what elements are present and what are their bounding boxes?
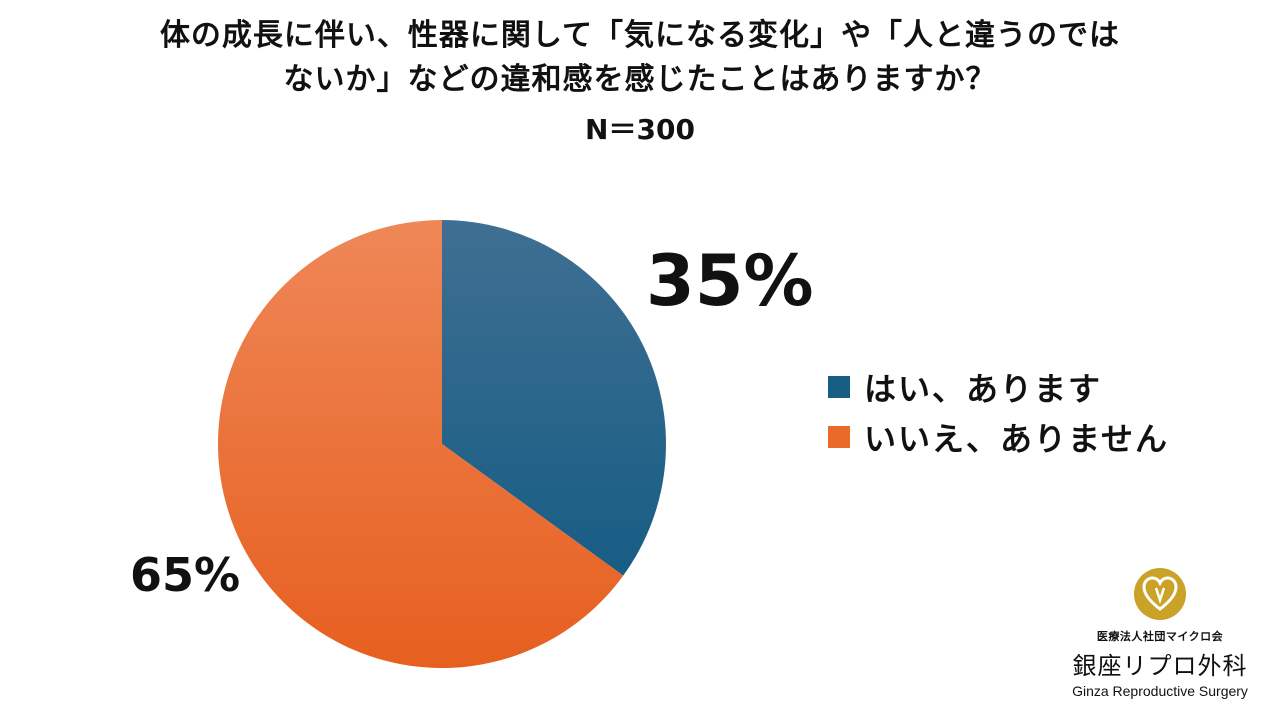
legend-swatch-no — [828, 426, 850, 448]
legend-swatch-yes — [828, 376, 850, 398]
legend-label-yes: はい、あります — [864, 370, 1103, 408]
data-label-yes: 35% — [646, 240, 814, 322]
legend: はい、あります いいえ、ありません — [828, 362, 1169, 462]
data-label-no: 65% — [130, 548, 241, 602]
heart-logo-icon — [1134, 568, 1186, 620]
pie-slice-no — [217, 220, 624, 669]
clinic-logo: 医療法人社団マイクロ会 銀座リプロ外科 Ginza Reproductive S… — [1060, 566, 1260, 699]
logo-org-name: 医療法人社団マイクロ会 — [1096, 630, 1224, 643]
logo-clinic-name-en: Ginza Reproductive Surgery — [1072, 683, 1248, 699]
chart-title-line-2: ないか」などの違和感を感じたことはありますか？ — [283, 62, 997, 97]
logo-clinic-name: 銀座リプロ外科 — [1072, 652, 1248, 680]
chart-subtitle: N＝300 — [585, 113, 695, 146]
pie-slice-yes — [442, 220, 666, 576]
legend-item-yes: はい、あります — [828, 362, 1169, 412]
legend-label-no: いいえ、ありません — [864, 420, 1170, 458]
legend-item-no: いいえ、ありません — [828, 412, 1169, 462]
chart-title-line-1: 体の成長に伴い、性器に関して「気になる変化」や「人と違うのでは — [159, 18, 1121, 53]
chart-title: 体の成長に伴い、性器に関して「気になる変化」や「人と違うのでは ないか」などの違… — [0, 14, 1280, 152]
